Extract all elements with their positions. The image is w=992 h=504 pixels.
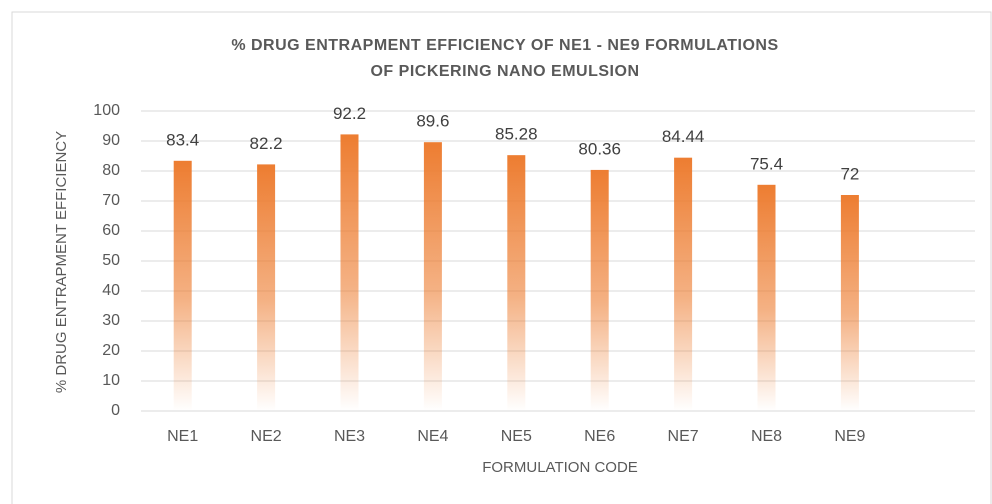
data-label: 82.2 — [250, 134, 283, 153]
x-tick-label: NE1 — [167, 428, 198, 445]
y-tick-label: 0 — [111, 402, 120, 419]
x-tick-label: NE2 — [251, 428, 282, 445]
x-tick-label: NE4 — [417, 428, 448, 445]
y-tick-label: 30 — [102, 312, 120, 329]
bar — [507, 155, 526, 411]
y-tick-label: 100 — [93, 102, 120, 119]
data-label: 80.36 — [578, 139, 621, 158]
y-tick-label: 70 — [102, 192, 120, 209]
bar — [340, 134, 359, 411]
y-tick-label: 50 — [102, 252, 120, 269]
bar — [590, 169, 609, 411]
chart-title: % DRUG ENTRAPMENT EFFICIENCY OF NE1 - NE… — [231, 37, 778, 54]
bar — [674, 157, 693, 411]
x-tick-label: NE9 — [834, 428, 865, 445]
y-tick-label: 90 — [102, 132, 120, 149]
y-axis-title: % DRUG ENTRAPMENT EFFICIENCY — [53, 131, 70, 393]
bar — [173, 160, 192, 411]
x-tick-label: NE5 — [501, 428, 532, 445]
chart-title: OF PICKERING NANO EMULSION — [370, 63, 639, 80]
x-tick-label: NE6 — [584, 428, 615, 445]
data-label: 72 — [840, 164, 859, 183]
y-tick-label: 20 — [102, 342, 120, 359]
bar — [423, 142, 442, 411]
y-tick-label: 60 — [102, 222, 120, 239]
y-tick-label: 40 — [102, 282, 120, 299]
y-tick-label: 80 — [102, 162, 120, 179]
x-tick-label: NE8 — [751, 428, 782, 445]
data-label: 85.28 — [495, 125, 538, 144]
bar — [257, 164, 276, 411]
y-tick-label: 10 — [102, 372, 120, 389]
data-label: 89.6 — [416, 112, 449, 131]
bar — [757, 184, 776, 411]
data-label: 75.4 — [750, 154, 783, 173]
data-label: 83.4 — [166, 130, 199, 149]
bar — [840, 195, 859, 411]
x-axis-title: FORMULATION CODE — [482, 459, 638, 476]
x-tick-label: NE7 — [668, 428, 699, 445]
data-label: 92.2 — [333, 104, 366, 123]
data-label: 84.44 — [662, 127, 705, 146]
x-tick-label: NE3 — [334, 428, 365, 445]
